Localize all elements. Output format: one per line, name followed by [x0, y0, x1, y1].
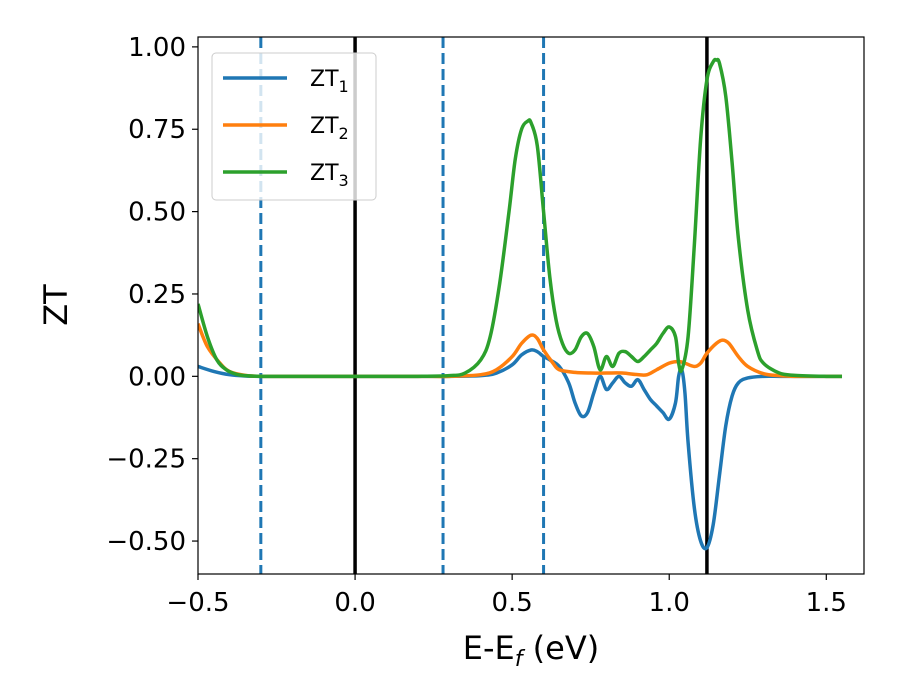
series-line-2 — [198, 322, 843, 379]
y-tick-label-6: −0.50 — [106, 527, 186, 557]
x-tick-label-1: 0.0 — [334, 588, 375, 618]
series-group — [198, 57, 843, 551]
series-line-1 — [198, 348, 843, 551]
y-tick-label-5: −0.25 — [106, 445, 186, 475]
legend-label-3: ZT3 — [310, 161, 349, 190]
x-tick-label-0: −0.5 — [166, 588, 229, 618]
legend: ZT1 ZT2 ZT3 — [211, 52, 377, 201]
y-tick-label-0: 1.00 — [128, 33, 186, 63]
x-tick-label-4: 1.5 — [806, 588, 847, 618]
y-tick-label-4: 0.00 — [128, 362, 186, 392]
y-tick-label-2: 0.50 — [128, 198, 186, 228]
y-axis-title: ZT — [37, 284, 75, 326]
legend-box — [211, 52, 377, 201]
legend-label-2: ZT2 — [310, 114, 349, 143]
x-axis-title: E-Ef (eV) — [463, 629, 599, 672]
y-tick-label-3: 0.25 — [128, 280, 186, 310]
x-axis-title-unit: (eV) — [523, 629, 600, 667]
y-tick-label-1: 0.75 — [128, 115, 186, 145]
series-line-3 — [198, 57, 843, 379]
x-tick-label-3: 1.0 — [649, 588, 690, 618]
x-tick-label-2: 0.5 — [491, 588, 532, 618]
y-axis: 1.00 0.75 0.50 0.25 0.00 −0.25 −0.50 — [106, 33, 198, 557]
x-axis-title-subscript: f — [515, 647, 526, 672]
plot-frame — [197, 36, 865, 575]
legend-label-1: ZT1 — [310, 67, 349, 96]
x-axis: −0.5 0.0 0.5 1.0 1.5 — [166, 574, 847, 618]
